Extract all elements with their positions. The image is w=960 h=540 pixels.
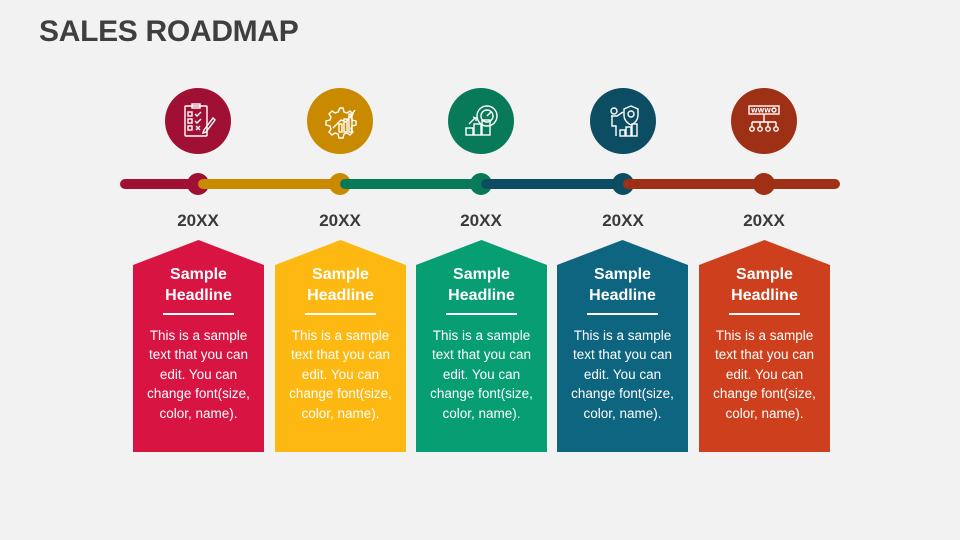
svg-text:WWW: WWW [751,108,771,115]
step-3-divider [446,313,517,315]
step-4-headline: Sample Headline [589,266,656,304]
www-sitemap-icon: WWW [748,105,780,132]
step-5-body: This is a sample text that you can edit.… [713,328,816,421]
step-1-body: This is a sample text that you can edit.… [147,328,250,421]
step-2-card: Sample Headline This is a sample text tha… [275,240,406,452]
step-3-icon-circle [448,88,514,154]
step-3-body: This is a sample text that you can edit.… [430,328,533,421]
step-2-divider [305,313,376,315]
gear-growth-chart-icon [325,107,357,139]
step-4-divider [587,313,658,315]
page-title: SALES ROADMAP [39,15,299,48]
step-1-divider [163,313,234,315]
step-1-headline: Sample Headline [165,266,232,304]
step-2-body: This is a sample text that you can edit.… [289,328,392,421]
step-3-card: Sample Headline This is a sample text tha… [416,240,547,452]
step-5-divider [729,313,800,315]
step-5-icon-circle: WWW [731,88,797,154]
step-2-year: 20XX [319,211,361,230]
step-5-year: 20XX [743,211,785,230]
step-2-icon-circle [307,88,373,154]
step-1-icon-circle [165,88,231,154]
step-3-year: 20XX [460,211,502,230]
step-4-year: 20XX [602,211,644,230]
step-5-card: Sample Headline This is a sample text tha… [699,240,830,452]
step-2-headline: Sample Headline [307,266,374,304]
step-3-headline: Sample Headline [448,266,515,304]
checklist-clipboard-icon [184,103,216,137]
step-1-year: 20XX [177,211,219,230]
step-4-card: Sample Headline This is a sample text tha… [557,240,688,452]
step-4-body: This is a sample text that you can edit.… [571,328,674,421]
step-5-headline: Sample Headline [731,266,798,304]
rocket-target-bars-icon [465,105,498,136]
person-shield-icon [610,105,639,137]
step-4-icon-circle [590,88,656,154]
step-1-card: Sample Headline This is a sample text tha… [133,240,264,452]
